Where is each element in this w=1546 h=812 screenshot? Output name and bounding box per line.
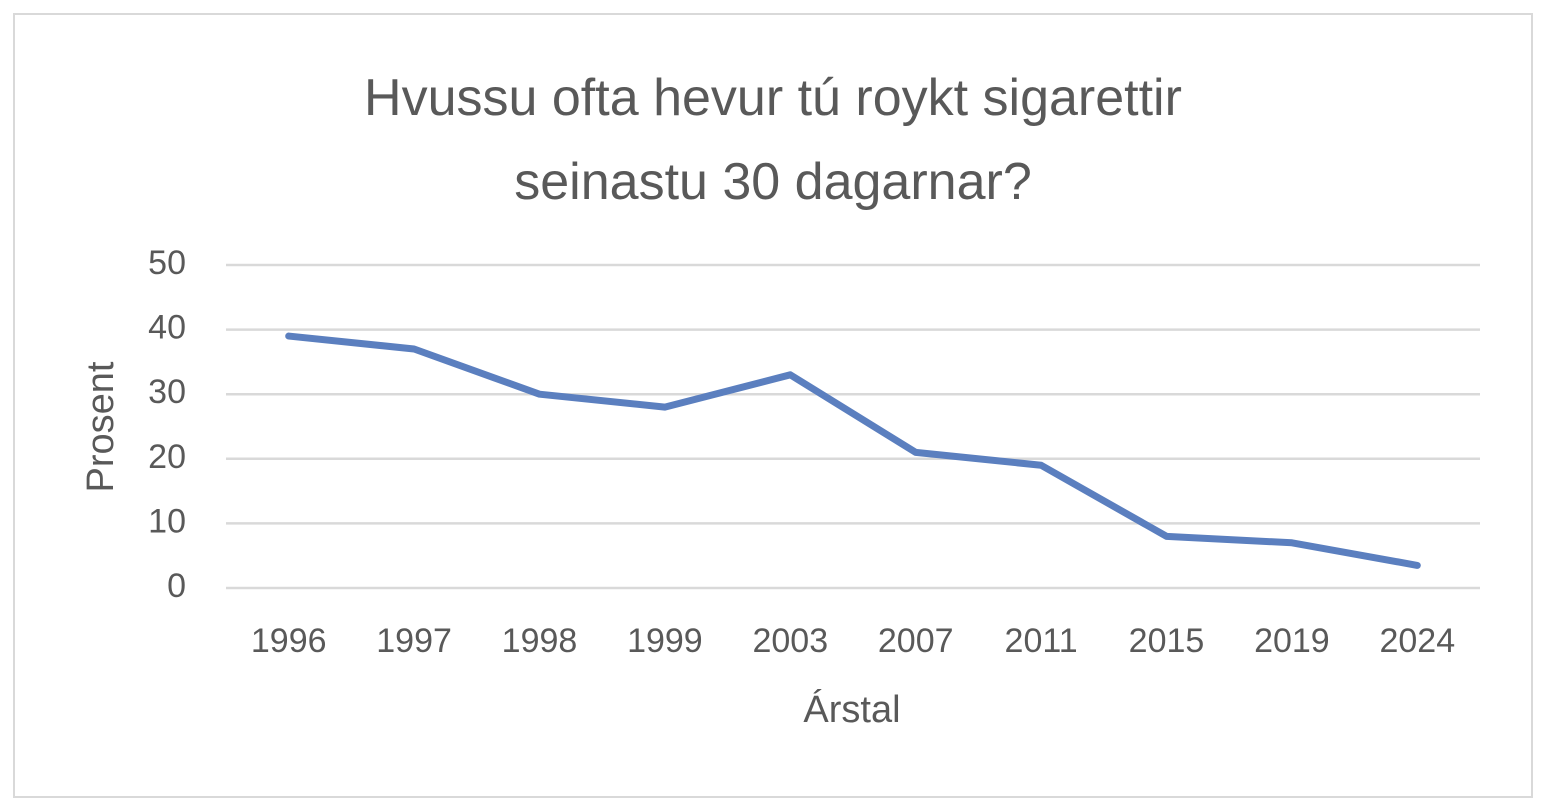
x-tick-label: 2024: [1379, 622, 1455, 660]
data-line: [285, 332, 1421, 569]
y-tick-label: 20: [148, 438, 186, 476]
x-axis-title: Árstal: [803, 688, 900, 731]
x-tick-label: 2007: [878, 622, 954, 660]
y-tick-label: 40: [148, 309, 186, 347]
y-axis-title: Prosent: [80, 361, 122, 492]
x-tick-label: 1997: [376, 622, 452, 660]
chart-title: Hvussu ofta hevur tú roykt sigarettir se…: [364, 69, 1182, 211]
y-tick-label: 30: [148, 373, 186, 411]
x-tick-label: 2011: [1005, 622, 1078, 660]
x-tick-label: 2015: [1129, 622, 1205, 660]
x-tick-label: 1996: [251, 622, 327, 660]
x-tick-label: 1999: [627, 622, 703, 660]
y-tick-label: 10: [148, 502, 186, 540]
x-tick-label: 1998: [502, 622, 578, 660]
y-tick-label: 50: [148, 244, 186, 282]
x-tick-label: 2003: [752, 622, 828, 660]
chart-border: [13, 13, 1533, 798]
y-tick-label: 0: [167, 567, 186, 605]
x-tick-label: 2019: [1254, 622, 1330, 660]
